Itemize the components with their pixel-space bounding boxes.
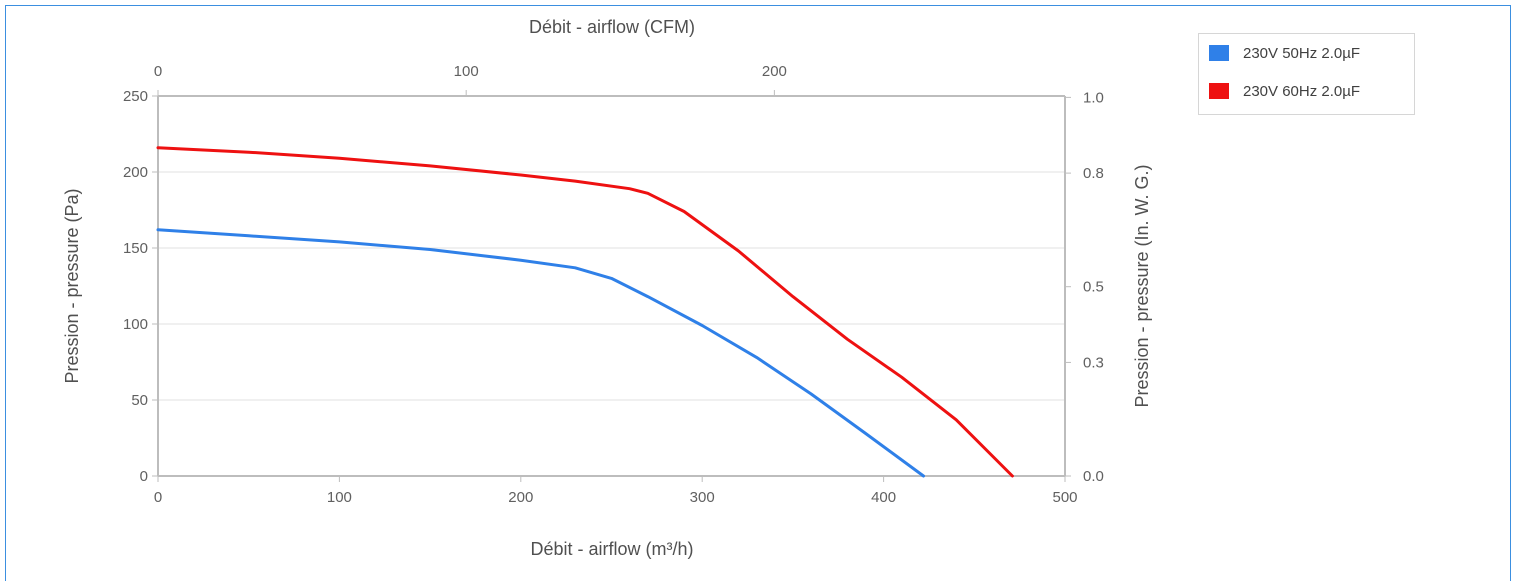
y-tick-label-4: 200 — [123, 164, 148, 181]
legend-item-series-1[interactable]: 230V 50Hz 2.0µF — [1209, 42, 1360, 64]
legend: 230V 50Hz 2.0µF 230V 60Hz 2.0µF — [1198, 33, 1415, 115]
y-right-tick-label-0: 0.0 — [1083, 468, 1104, 485]
y-right-tick-label-4: 1.0 — [1083, 89, 1104, 106]
x-top-tick-label-0: 0 — [154, 63, 162, 80]
y-tick-label-1: 50 — [131, 392, 148, 409]
x-axis-title-bottom: Débit - airflow (m³/h) — [530, 539, 693, 559]
y-axis-title-right: Pression - pressure (In. W. G.) — [1132, 164, 1152, 407]
legend-swatch-series-1 — [1209, 45, 1229, 61]
chart-frame — [5, 5, 1511, 581]
y-tick-label-5: 250 — [123, 88, 148, 105]
legend-label-series-1: 230V 50Hz 2.0µF — [1243, 44, 1361, 62]
x-top-tick-label-1: 100 — [454, 63, 479, 80]
legend-label-series-2: 230V 60Hz 2.0µF — [1243, 82, 1361, 100]
y-tick-label-3: 150 — [123, 240, 148, 257]
series-line-2[interactable] — [156, 146, 1014, 478]
x-tick-label-2: 200 — [508, 489, 533, 506]
x-tick-label-0: 0 — [154, 489, 162, 506]
y-right-tick-label-1: 0.3 — [1083, 354, 1104, 371]
y-tick-label-2: 100 — [123, 316, 148, 333]
x-tick-label-4: 400 — [871, 489, 896, 506]
x-tick-label-1: 100 — [327, 489, 352, 506]
x-top-tick-label-2: 200 — [762, 63, 787, 80]
y-axis-title-left: Pression - pressure (Pa) — [62, 188, 82, 383]
y-right-tick-label-3: 0.8 — [1083, 165, 1104, 182]
series-line-1[interactable] — [156, 228, 925, 478]
y-right-tick-label-2: 0.5 — [1083, 279, 1104, 296]
legend-item-series-2[interactable]: 230V 60Hz 2.0µF — [1209, 80, 1360, 102]
x-axis-title-top: Débit - airflow (CFM) — [529, 17, 695, 37]
legend-swatch-series-2 — [1209, 83, 1229, 99]
y-tick-label-0: 0 — [140, 468, 148, 485]
x-tick-label-5: 500 — [1052, 489, 1077, 506]
x-tick-label-3: 300 — [690, 489, 715, 506]
